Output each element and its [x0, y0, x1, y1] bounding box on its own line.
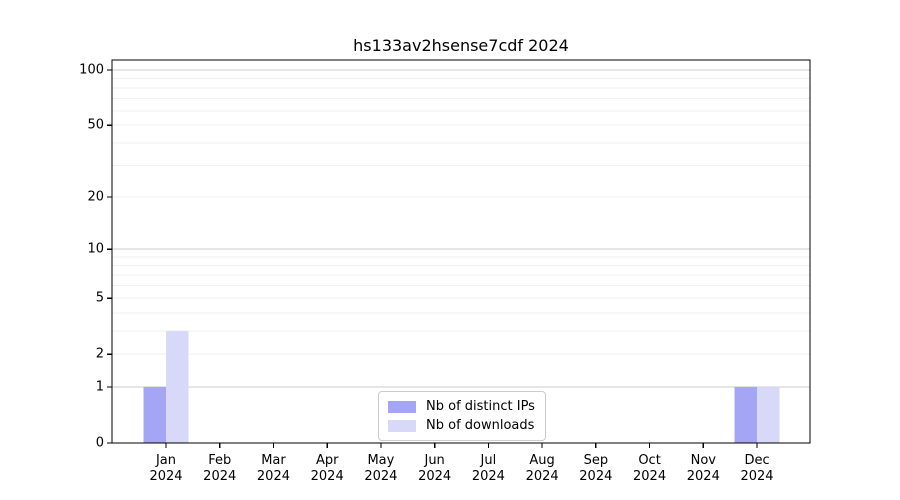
x-tick-label-month: Jan [155, 453, 176, 468]
legend-item: Nb of downloads [388, 418, 536, 433]
y-tick-label: 5 [96, 291, 104, 306]
x-tick-label-month: Oct [638, 453, 660, 468]
x-tick-label-month: Feb [208, 453, 231, 468]
legend: Nb of distinct IPs Nb of downloads [378, 391, 546, 441]
legend-label: Nb of downloads [426, 418, 535, 433]
legend-item: Nb of distinct IPs [388, 399, 536, 414]
x-tick-label-year: 2024 [418, 469, 451, 484]
x-tick-label-month: Jul [480, 453, 497, 468]
x-tick-label-year: 2024 [740, 469, 773, 484]
legend-label: Nb of distinct IPs [426, 399, 535, 414]
x-tick-label-year: 2024 [687, 469, 720, 484]
x-tick-label-year: 2024 [203, 469, 236, 484]
legend-swatch-downloads [388, 419, 416, 432]
y-tick-label: 50 [87, 118, 104, 133]
bar-jan-distinct-ips [143, 386, 166, 443]
x-tick-label-year: 2024 [579, 469, 612, 484]
y-tick-label: 2 [96, 347, 104, 362]
x-tick-label-year: 2024 [149, 469, 182, 484]
x-tick-label-year: 2024 [526, 469, 559, 484]
y-tick-label: 0 [96, 436, 104, 451]
x-tick-label-month: May [367, 453, 394, 468]
y-tick-label: 20 [87, 189, 104, 204]
chart-title: hs133av2hsense7cdf 2024 [353, 36, 569, 55]
x-tick-label-year: 2024 [633, 469, 666, 484]
x-tick-label-month: Apr [316, 453, 339, 468]
y-tick-label: 1 [96, 379, 104, 394]
plot-frame [111, 59, 811, 444]
bar-dec-distinct-ips [734, 386, 758, 443]
y-tick-label: 100 [79, 63, 104, 78]
x-tick-label-year: 2024 [311, 469, 344, 484]
x-tick-label-year: 2024 [472, 469, 505, 484]
x-tick-label-month: Aug [529, 453, 554, 468]
bar-dec-downloads [757, 386, 780, 443]
x-tick-label-month: Dec [744, 453, 769, 468]
x-tick-label-month: Sep [584, 453, 609, 468]
x-tick-label-month: Jun [423, 453, 444, 468]
x-tick-label-year: 2024 [257, 469, 290, 484]
x-tick-label-month: Nov [691, 453, 717, 468]
bar-jan-downloads [166, 330, 189, 443]
x-tick-label-month: Mar [261, 453, 286, 468]
legend-swatch-distinct-ips [388, 400, 416, 413]
y-tick-label: 10 [87, 242, 104, 257]
x-tick-label-year: 2024 [364, 469, 397, 484]
